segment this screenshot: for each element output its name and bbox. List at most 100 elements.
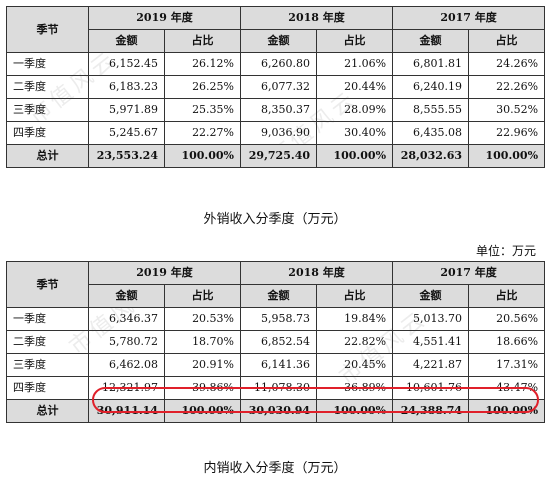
amount-cell: 6,801.81 xyxy=(392,52,470,76)
header-year: 2019 年度 xyxy=(87,6,242,30)
share-cell: 25.35% xyxy=(163,98,242,122)
share-cell: 18.70% xyxy=(163,330,242,354)
amount-cell: 23,553.24 xyxy=(88,144,165,168)
amount-cell: 8,350.37 xyxy=(240,98,318,122)
header-row-years: 季节 2019 年度 2018 年度 2017 年度 xyxy=(6,6,546,53)
header-season: 季节 xyxy=(6,6,89,53)
amount-cell: 10,601.76 xyxy=(392,376,470,400)
share-cell: 30.52% xyxy=(468,98,546,122)
domestic-revenue-table: 季节 2019 年度 2018 年度 2017 年度 金额 占比 金额 占比 金… xyxy=(6,261,546,423)
header-amount: 金额 xyxy=(392,29,470,53)
share-cell: 36.89% xyxy=(316,376,394,400)
amount-cell: 30,030.94 xyxy=(240,399,318,423)
header-amount: 金额 xyxy=(88,284,165,308)
header-amount: 金额 xyxy=(240,284,318,308)
amount-cell: 5,971.89 xyxy=(88,98,165,122)
amount-cell: 6,141.36 xyxy=(240,353,318,377)
season-label: 二季度 xyxy=(6,330,89,354)
table-row: 四季度 12,321.97 39.86% 11,078.30 36.89% 10,601.… xyxy=(6,376,546,400)
header-share: 占比 xyxy=(316,29,394,53)
export-table-caption: 外销收入分季度（万元） xyxy=(203,212,347,227)
season-label: 四季度 xyxy=(6,121,89,145)
table-row: 一季度 6,152.45 26.12% 6,260.80 21.06% 6,801.81 2… xyxy=(6,52,546,76)
share-cell: 17.31% xyxy=(468,353,546,377)
share-cell: 22.26% xyxy=(468,75,546,99)
season-label: 三季度 xyxy=(6,98,89,122)
share-cell: 18.66% xyxy=(468,330,546,354)
share-cell: 19.84% xyxy=(316,307,394,331)
table-row: 二季度 5,780.72 18.70% 6,852.54 22.82% 4,551.41 1… xyxy=(6,330,546,354)
amount-cell: 5,245.67 xyxy=(88,121,165,145)
total-label: 总计 xyxy=(6,399,89,423)
amount-cell: 30,911.14 xyxy=(88,399,165,423)
share-cell: 43.47% xyxy=(468,376,546,400)
table-row: 一季度 6,346.37 20.53% 5,958.73 19.84% 5,013.70 2… xyxy=(6,307,546,331)
amount-cell: 5,958.73 xyxy=(240,307,318,331)
unit-label: 单位：万元 xyxy=(475,244,536,258)
header-amount: 金额 xyxy=(240,29,318,53)
share-cell: 20.44% xyxy=(316,75,394,99)
table-row: 四季度 5,245.67 22.27% 9,036.90 30.40% 6,435.08 2… xyxy=(6,121,546,145)
share-cell: 20.91% xyxy=(163,353,242,377)
total-row: 总计 30,911.14 100.00% 30,030.94 100.00% 24,388… xyxy=(6,399,546,423)
header-share: 占比 xyxy=(468,29,546,53)
share-cell: 20.45% xyxy=(316,353,394,377)
amount-cell: 6,077.32 xyxy=(240,75,318,99)
export-revenue-table: 季节 2019 年度 2018 年度 2017 年度 金额 占比 金额 占比 金… xyxy=(6,6,546,168)
share-cell: 26.25% xyxy=(163,75,242,99)
table-row: 三季度 6,462.08 20.91% 6,141.36 20.45% 4,221.87 1… xyxy=(6,353,546,377)
season-label: 二季度 xyxy=(6,75,89,99)
amount-cell: 6,183.23 xyxy=(88,75,165,99)
domestic-table-body: 一季度 6,346.37 20.53% 5,958.73 19.84% 5,013.70 2… xyxy=(6,307,546,423)
amount-cell: 8,555.55 xyxy=(392,98,470,122)
amount-cell: 29,725.40 xyxy=(240,144,318,168)
season-label: 三季度 xyxy=(6,353,89,377)
header-share: 占比 xyxy=(468,284,546,308)
export-table-body: 一季度 6,152.45 26.12% 6,260.80 21.06% 6,801.81 2… xyxy=(6,52,546,168)
amount-cell: 11,078.30 xyxy=(240,376,318,400)
share-cell: 22.96% xyxy=(468,121,546,145)
header-row-metrics: 金额 占比 金额 占比 金额 占比 xyxy=(7,29,546,53)
share-cell: 100.00% xyxy=(468,144,546,168)
total-label: 总计 xyxy=(6,144,89,168)
season-label: 四季度 xyxy=(6,376,89,400)
share-cell: 30.40% xyxy=(316,121,394,145)
amount-cell: 6,852.54 xyxy=(240,330,318,354)
season-label: 一季度 xyxy=(6,307,89,331)
table-row: 三季度 5,971.89 25.35% 8,350.37 28.09% 8,555.55 3… xyxy=(6,98,546,122)
share-cell: 39.86% xyxy=(163,376,242,400)
share-cell: 100.00% xyxy=(316,144,394,168)
header-row-years: 季节 2019 年度 2018 年度 2017 年度 xyxy=(6,261,546,308)
header-year: 2018 年度 xyxy=(240,261,394,285)
amount-cell: 5,780.72 xyxy=(88,330,165,354)
header-share: 占比 xyxy=(163,284,242,308)
share-cell: 20.56% xyxy=(468,307,546,331)
amount-cell: 12,321.97 xyxy=(88,376,165,400)
share-cell: 22.82% xyxy=(316,330,394,354)
amount-cell: 6,260.80 xyxy=(240,52,318,76)
table-row: 二季度 6,183.23 26.25% 6,077.32 20.44% 6,240.19 2… xyxy=(6,75,546,99)
header-year: 2018 年度 xyxy=(240,6,394,30)
header-season: 季节 xyxy=(6,261,89,308)
amount-cell: 6,346.37 xyxy=(88,307,165,331)
domestic-table-caption: 内销收入分季度（万元） xyxy=(203,461,347,476)
amount-cell: 5,013.70 xyxy=(392,307,470,331)
header-year: 2017 年度 xyxy=(392,6,546,30)
amount-cell: 6,435.08 xyxy=(392,121,470,145)
header-amount: 金额 xyxy=(392,284,470,308)
share-cell: 28.09% xyxy=(316,98,394,122)
amount-cell: 6,240.19 xyxy=(392,75,470,99)
amount-cell: 4,221.87 xyxy=(392,353,470,377)
amount-cell: 6,462.08 xyxy=(88,353,165,377)
share-cell: 100.00% xyxy=(163,399,242,423)
amount-cell: 4,551.41 xyxy=(392,330,470,354)
share-cell: 21.06% xyxy=(316,52,394,76)
share-cell: 24.26% xyxy=(468,52,546,76)
share-cell: 22.27% xyxy=(163,121,242,145)
amount-cell: 9,036.90 xyxy=(240,121,318,145)
header-year: 2019 年度 xyxy=(87,261,242,285)
header-row-metrics: 金额 占比 金额 占比 金额 占比 xyxy=(7,284,546,308)
amount-cell: 28,032.63 xyxy=(392,144,470,168)
amount-cell: 24,388.74 xyxy=(392,399,470,423)
header-amount: 金额 xyxy=(88,29,165,53)
